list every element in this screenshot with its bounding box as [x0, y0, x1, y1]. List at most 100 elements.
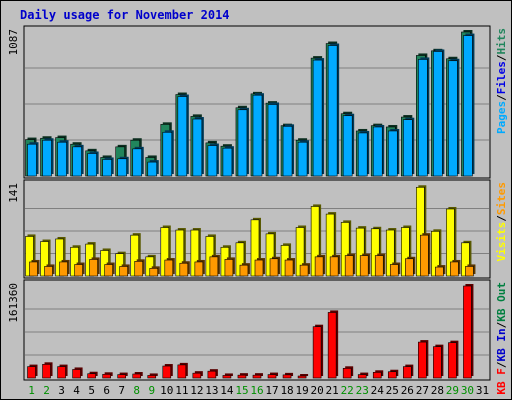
bar-sites — [89, 257, 100, 277]
bar-sites — [344, 253, 356, 277]
bar-sites — [420, 233, 431, 277]
bar-sites — [74, 262, 85, 277]
legend-entry: Visits — [495, 222, 508, 262]
x-tick-label: 30 — [461, 384, 474, 397]
bar-pages — [87, 151, 99, 177]
bar-sites — [119, 264, 130, 277]
x-tick-label: 5 — [88, 384, 95, 397]
bar-kbf — [57, 364, 68, 379]
bar-kbf — [162, 364, 173, 379]
y-max-label: 141 — [7, 183, 20, 203]
bar-kbf — [463, 284, 474, 379]
bar-pages — [357, 130, 370, 177]
bar-pages — [387, 128, 400, 177]
legend-entry: / — [495, 361, 508, 368]
bar-pages — [147, 160, 159, 177]
panel-frame — [23, 279, 491, 381]
x-tick-label: 31 — [476, 384, 489, 397]
bar-pages — [237, 107, 249, 177]
x-tick-label: 15 — [235, 384, 248, 397]
legend-entry: Pages — [495, 101, 508, 134]
panel-legend: Visits/Sites — [495, 182, 508, 262]
bar-kbf — [312, 324, 324, 379]
x-tick-label: 14 — [220, 384, 234, 397]
bar-sites — [179, 261, 190, 277]
bar-pages — [403, 117, 415, 177]
x-tick-label: 27 — [416, 384, 429, 397]
x-tick-label: 7 — [118, 384, 125, 397]
x-tick-label: 29 — [446, 384, 459, 397]
bar-sites — [149, 266, 160, 277]
bar-pages — [42, 138, 54, 177]
bar-pages — [177, 94, 189, 177]
x-tick-label: 18 — [280, 384, 293, 397]
bar-sites — [269, 256, 281, 277]
bar-sites — [59, 259, 70, 277]
x-tick-label: 17 — [265, 384, 278, 397]
bar-sites — [405, 256, 416, 277]
bar-kbf — [207, 369, 218, 379]
bar-pages — [372, 124, 385, 177]
bar-kbf — [433, 344, 444, 379]
bar-sites — [29, 259, 40, 277]
x-tick-label: 1 — [28, 384, 35, 397]
bar-sites — [359, 253, 371, 277]
bar-kbf — [117, 372, 128, 379]
bar-sites — [209, 254, 220, 277]
x-tick-label: 22 — [341, 384, 354, 397]
bar-kbf — [192, 371, 203, 379]
bar-sites — [224, 257, 235, 277]
bar-kbf — [448, 340, 459, 379]
panel-legend: KB F/KB In/KB Out — [495, 282, 508, 395]
bar-pages — [102, 157, 114, 177]
x-axis-labels: 1 2 3 4 5 6 7 8 9 10 11 12 13 14 15 16 17 18 19 20 21 22 23 24 2… — [28, 384, 489, 397]
bar-pages — [267, 102, 280, 177]
bar-sites — [134, 259, 145, 277]
bar-kbf — [42, 362, 53, 379]
x-tick-label: 10 — [160, 384, 173, 397]
bar-kbf — [222, 373, 233, 379]
bar-pages — [297, 140, 310, 177]
bar-sites — [254, 258, 265, 277]
bar-kbf — [282, 372, 294, 379]
legend-entry: KB F — [495, 368, 508, 395]
bar-pages — [418, 57, 430, 177]
bar-pages — [117, 156, 129, 177]
bar-kbf — [177, 362, 188, 379]
x-tick-label: 24 — [371, 384, 385, 397]
legend-entry: KB Out — [495, 282, 508, 322]
x-tick-label: 28 — [431, 384, 444, 397]
x-tick-label: 16 — [250, 384, 263, 397]
x-tick-label: 6 — [103, 384, 110, 397]
x-tick-label: 11 — [175, 384, 188, 397]
x-tick-label: 25 — [386, 384, 399, 397]
bar-sites — [389, 262, 401, 277]
bar-pages — [448, 58, 460, 177]
bar-kbf — [237, 373, 248, 379]
bar-pages — [312, 58, 325, 177]
bar-sites — [239, 263, 250, 277]
bar-sites — [450, 259, 461, 277]
bar-kbf — [147, 373, 158, 379]
bar-kbf — [327, 310, 339, 379]
bar-kbf — [372, 370, 384, 379]
x-tick-label: 4 — [73, 384, 80, 397]
x-tick-label: 23 — [356, 384, 369, 397]
bar-kbf — [72, 367, 83, 379]
bar-pages — [342, 113, 355, 177]
bar-kbf — [252, 373, 263, 379]
bar-pages — [463, 33, 475, 177]
legend-entry: / — [495, 94, 508, 101]
x-tick-label: 8 — [133, 384, 140, 397]
bar-sites — [194, 259, 205, 277]
bar-pages — [222, 146, 234, 177]
bar-kbf — [418, 340, 429, 379]
bar-kbf — [87, 371, 98, 379]
panel-middle: 141 Visits/Sites — [7, 179, 508, 279]
bar-kbf — [387, 369, 399, 379]
x-tick-label: 9 — [148, 384, 155, 397]
